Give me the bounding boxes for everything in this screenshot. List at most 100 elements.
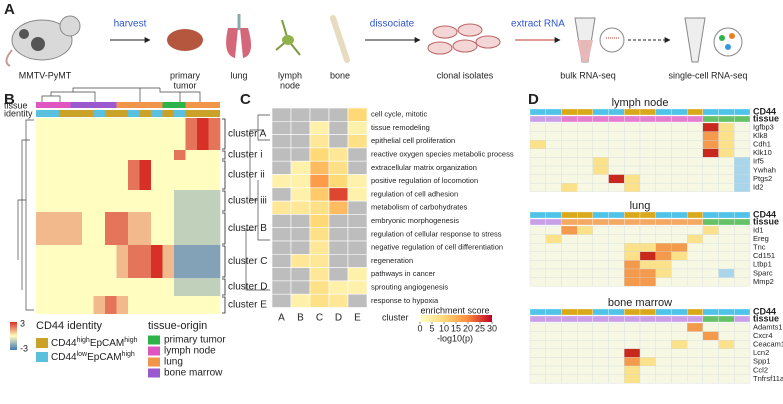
cluster-label: cluster ii (228, 170, 265, 181)
expression-cell (702, 174, 719, 184)
heatmap-cell (93, 212, 106, 245)
cd44-bar (592, 211, 609, 219)
enrichment-cell (328, 160, 349, 175)
cd44-bar (624, 108, 641, 116)
expression-cell (529, 174, 546, 184)
cluster-bracket (222, 118, 226, 150)
heatmap-cell (116, 245, 129, 278)
expression-cell (655, 251, 672, 261)
expression-cell (592, 357, 609, 367)
cluster-label: cluster A (228, 129, 267, 140)
enrichment-cell (309, 174, 330, 189)
expression-cell (718, 365, 735, 375)
cd44-bar (624, 308, 641, 316)
identity-bar (47, 110, 59, 117)
expression-cell (686, 268, 704, 278)
heatmap-cell (174, 212, 186, 245)
expression-cell (608, 157, 625, 167)
legend-label: CD44highEpCAMhigh (51, 337, 138, 349)
expression-cell (671, 374, 688, 384)
expression-cell (561, 251, 578, 261)
expression-cell (592, 174, 609, 184)
term-label: cell cycle, mitotic (371, 110, 428, 119)
x-tick-label: D (335, 313, 342, 324)
term-label: regulation of cell adhesion (371, 189, 458, 198)
expression-cell (734, 365, 751, 375)
enrichment-cell (328, 254, 349, 268)
expression-cell (624, 374, 641, 384)
heatmap-cell (185, 278, 198, 296)
term-label: pathways in cancer (371, 269, 436, 278)
expression-cell (702, 148, 719, 158)
enrichment-cell (328, 227, 349, 242)
panel-label: D (528, 91, 539, 108)
tissue-bar (718, 218, 735, 226)
gene-label: Cxcr4 (753, 331, 773, 340)
heatmap-cell (197, 190, 209, 212)
tissue-bar (671, 315, 688, 323)
heatmap-cell (162, 245, 175, 278)
gene-label: Id1 (753, 225, 763, 234)
expression-cell (639, 365, 656, 375)
expression-cell (718, 277, 735, 287)
expression-cell (639, 251, 656, 261)
expression-cell (545, 174, 562, 184)
heatmap-cell (82, 245, 94, 278)
gene-label: Id2 (753, 182, 763, 191)
expression-cell (734, 251, 751, 261)
expression-cell (529, 251, 546, 261)
enrichment-cell (309, 134, 330, 149)
expression-cell (655, 174, 672, 184)
expression-cell (718, 165, 735, 175)
term-label: embryonic morphogenesis (371, 216, 459, 225)
heatmap-cell (116, 278, 129, 296)
expression-cell (545, 365, 562, 375)
enrichment-cell (328, 200, 349, 215)
expression-cell (592, 225, 609, 235)
heatmap-cell (197, 212, 209, 245)
expression-cell (655, 234, 672, 244)
expression-cell (529, 157, 546, 167)
expression-cell (529, 183, 546, 192)
legend-swatch (36, 338, 48, 348)
tissue-bar (59, 102, 71, 108)
heatmap-cell (139, 296, 152, 314)
expression-cell (671, 165, 688, 175)
cd44-bar (608, 108, 625, 116)
expression-cell (545, 260, 562, 270)
cd44-bar (608, 308, 625, 316)
expression-cell (592, 322, 609, 332)
expression-cell (545, 340, 562, 349)
expression-cell (655, 122, 672, 132)
expression-cell (671, 234, 688, 244)
legend-swatch (36, 352, 48, 362)
cd44-bar (608, 211, 625, 219)
row-label: tissue (4, 100, 28, 110)
heatmap-cell (139, 150, 152, 160)
expression-cell (718, 322, 735, 332)
expression-cell (718, 348, 735, 358)
expression-cell (702, 357, 719, 367)
expression-cell (734, 157, 751, 167)
enrichment-cell (271, 160, 292, 175)
enrichment-cell (347, 160, 368, 175)
enrichment-cell (328, 147, 349, 162)
heatmap-cell (70, 296, 83, 314)
expression-cell (639, 234, 656, 244)
gene-label: Ceacam1 (753, 339, 783, 348)
tissue-bar (576, 218, 594, 226)
tick-label: 0 (417, 323, 422, 333)
expression-cell (545, 243, 562, 252)
gene-label: Lcn2 (753, 348, 769, 357)
heatmap-cell (197, 160, 209, 190)
expression-cell (734, 331, 751, 341)
tissue-bar (734, 315, 751, 323)
expression-cell (671, 340, 688, 349)
heatmap-cell (36, 245, 48, 278)
expression-cell (592, 234, 609, 244)
expression-cell (592, 365, 609, 375)
expression-cell (576, 122, 594, 132)
heatmap-cell (82, 150, 94, 160)
heatmap-cell (36, 118, 48, 150)
expression-cell (702, 140, 719, 149)
